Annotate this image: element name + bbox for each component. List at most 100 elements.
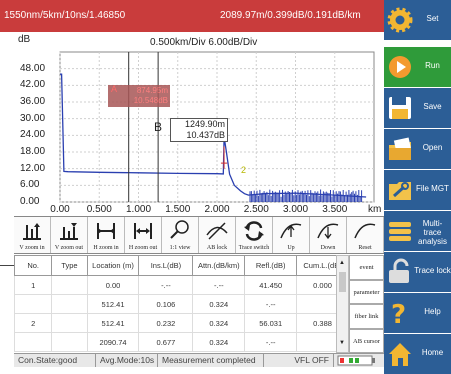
down-button[interactable]: Down — [310, 217, 347, 253]
tool-label: Down — [320, 245, 336, 251]
menu-label: Trace lock — [414, 266, 451, 275]
x-tick-label: 0.00 — [50, 204, 70, 215]
cell-type — [51, 275, 88, 295]
table-row[interactable]: 2 512.41 0.232 0.324 56.031 0.388 — [13, 313, 349, 333]
tool-label: V zoom out — [54, 245, 84, 251]
x-tick-label: 1.000 — [125, 204, 152, 215]
y-tick-label: 48.00 — [20, 62, 46, 74]
cell-attenuation: 0.324 — [192, 294, 246, 314]
cell-attenuation: -.-- — [192, 275, 246, 295]
table-row[interactable]: 1 0.00 -.-- -.-- 41.450 0.000 — [13, 275, 349, 295]
tool-label: H zoom in — [93, 245, 119, 251]
menu-label: Open — [422, 143, 443, 152]
table-row[interactable]: 512.41 0.106 0.324 -.-- — [13, 294, 349, 314]
event-table-panel: No. Type Location (m) Ins.L(dB) Attn.(dB… — [13, 255, 384, 353]
trace-switch-button[interactable]: Trace switch — [236, 217, 273, 253]
run-button[interactable]: Run — [384, 47, 451, 87]
ab-lock-icon — [206, 222, 228, 240]
multi-trace-analysis-button[interactable]: Multi-trace analysis — [384, 211, 451, 251]
col-header-location: Location (m) — [86, 255, 140, 276]
scroll-down-icon[interactable]: ▼ — [339, 340, 345, 346]
col-header-insertion-loss: Ins.L(dB) — [138, 255, 194, 276]
cell-insertion-loss: 0.106 — [138, 294, 194, 314]
y-tick-label: 12.00 — [20, 162, 46, 174]
menu-label: Run — [425, 61, 440, 70]
v-zoom-out-button[interactable]: V zoom out — [51, 217, 88, 253]
x-tick-label: 2.000 — [204, 204, 230, 215]
scroll-thumb[interactable] — [339, 272, 346, 292]
y-axis-unit: dB — [18, 34, 31, 45]
cursor-a-label: A — [111, 84, 118, 94]
cell-type — [51, 313, 88, 333]
reset-button[interactable]: Reset — [347, 217, 384, 253]
tab-fiber-link[interactable]: fiber link — [349, 304, 384, 329]
cell-location: 2090.74 — [86, 332, 140, 352]
trace-lock-button[interactable]: Trace lock — [384, 252, 451, 292]
v-zoom-in-button[interactable]: V zoom in — [14, 217, 51, 253]
cell-attenuation: 0.324 — [192, 332, 246, 352]
cursor-b-loss: 10.437dB — [186, 130, 225, 140]
otdr-trace-plot[interactable]: dB 0.500km/Div 6.00dB/Div 48.00 42.00 36.0… — [14, 32, 384, 215]
trace-chart[interactable] — [14, 32, 384, 214]
reset-icon — [354, 223, 376, 239]
cursor-a-box[interactable]: 874.95m 10.548dB — [108, 85, 170, 107]
cursor-b-label: B — [154, 120, 163, 134]
up-button[interactable]: Up — [273, 217, 310, 253]
tool-label: Reset — [358, 245, 372, 251]
table-row[interactable]: 2090.74 0.677 0.324 -.-- — [13, 332, 349, 352]
x-tick-label: 3.500 — [322, 204, 348, 215]
y-tick-label: 36.00 — [20, 96, 46, 107]
menu-label: Set — [426, 14, 439, 23]
x-tick-label: 3.000 — [282, 204, 309, 215]
y-tick-label: 18.00 — [20, 146, 46, 157]
question-icon: ? — [391, 300, 406, 327]
table-scrollbar[interactable]: ▲ ▼ — [336, 255, 349, 353]
cell-reflectance: -.-- — [244, 294, 298, 314]
measurement-status: Measurement completed — [158, 354, 264, 367]
measurement-params: 1550nm/5km/10ns/1.46850 — [4, 10, 126, 21]
cursor-b-distance: 1249.90m — [184, 119, 225, 129]
home-button[interactable]: Home — [384, 334, 451, 374]
y-tick-label: 42.00 — [20, 79, 46, 91]
save-button[interactable]: Save — [384, 88, 451, 128]
battery-indicator — [334, 354, 384, 367]
folder-icon — [389, 137, 412, 160]
cursor-a-distance: 874.95m — [136, 86, 168, 95]
cell-location: 512.41 — [86, 294, 140, 314]
h-zoom-in-icon — [97, 223, 115, 239]
h-zoom-out-button[interactable]: H zoom out — [125, 217, 162, 253]
event-marker-2: 2 — [241, 165, 247, 175]
ab-lock-button[interactable]: AB lock — [199, 217, 236, 253]
cell-reflectance: 56.031 — [244, 313, 298, 333]
tab-ab-cursor[interactable]: AB cursor — [349, 328, 384, 353]
cursor-readout: 2089.97m/0.399dB/0.191dB/km — [220, 10, 361, 21]
zoom-toolbar: V zoom in V zoom out H zoom in H zoom ou… — [14, 216, 384, 254]
x-tick-label: 2.500 — [243, 204, 269, 215]
connection-status: Con.State:good — [14, 354, 96, 367]
tab-parameter[interactable]: parameter — [349, 279, 384, 304]
open-button[interactable]: Open — [384, 129, 451, 169]
home-icon — [389, 343, 411, 366]
menu-label: Multi-trace analysis — [418, 219, 447, 246]
h-zoom-in-button[interactable]: H zoom in — [88, 217, 125, 253]
edge-pointer-line — [0, 265, 14, 266]
cell-type — [51, 332, 88, 352]
tab-event[interactable]: event — [349, 255, 384, 280]
cell-location: 0.00 — [86, 275, 140, 295]
cell-insertion-loss: 0.677 — [138, 332, 194, 352]
one-to-one-view-button[interactable]: 1:1 view — [162, 217, 199, 253]
col-header-reflectance: Refl.(dB) — [244, 255, 298, 276]
gear-icon — [387, 7, 413, 33]
vfl-status: VFL OFF — [264, 354, 334, 367]
header-bar: 1550nm/5km/10ns/1.46850 2089.97m/0.399dB… — [0, 0, 384, 32]
up-icon — [280, 223, 302, 239]
menu-label: File MGT — [416, 184, 449, 193]
scroll-up-icon[interactable]: ▲ — [339, 260, 345, 266]
set-button[interactable]: Set — [384, 0, 451, 40]
help-button[interactable]: ? Help — [384, 293, 451, 333]
file-mgt-button[interactable]: File MGT — [384, 170, 451, 210]
cell-reflectance: 41.450 — [244, 275, 298, 295]
cursor-b-box[interactable]: 1249.90m 10.437dB — [170, 118, 228, 142]
x-tick-label: 1.500 — [165, 204, 191, 215]
table-header-row: No. Type Location (m) Ins.L(dB) Attn.(dB… — [13, 255, 349, 276]
